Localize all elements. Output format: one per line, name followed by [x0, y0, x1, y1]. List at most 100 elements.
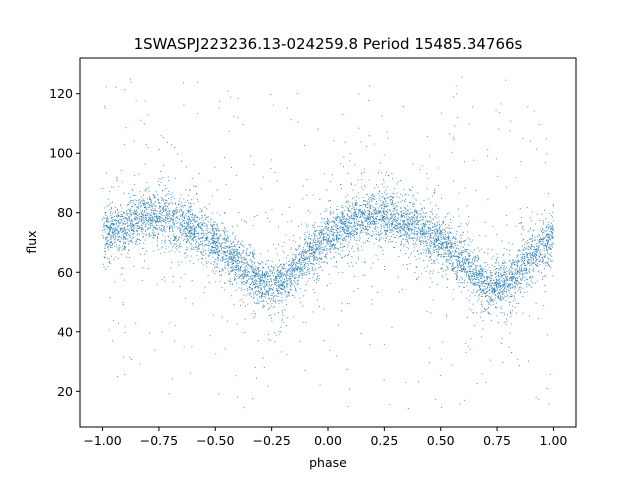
data-point [275, 302, 277, 304]
data-point [209, 253, 211, 255]
data-point [437, 255, 439, 257]
data-point [537, 270, 539, 272]
data-point [132, 241, 134, 243]
data-point [124, 247, 126, 249]
data-point [117, 257, 119, 259]
data-point [266, 217, 269, 219]
data-point [501, 291, 503, 293]
data-point [109, 212, 111, 215]
data-point [437, 244, 439, 247]
data-point [474, 249, 476, 251]
data-point [278, 331, 280, 333]
data-point [185, 235, 187, 237]
data-point [470, 277, 472, 279]
data-point [298, 340, 301, 342]
data-point [159, 227, 161, 229]
data-point [509, 332, 511, 334]
data-point [453, 237, 455, 239]
data-point [392, 203, 394, 205]
data-point [174, 177, 176, 179]
data-point [341, 206, 343, 208]
data-point [547, 257, 549, 259]
data-point [485, 294, 487, 296]
data-point [225, 272, 227, 274]
data-point [285, 257, 287, 259]
data-point [293, 274, 295, 276]
data-point [143, 204, 145, 206]
data-point [150, 209, 152, 211]
data-point [243, 407, 245, 409]
data-point [153, 197, 155, 199]
data-point [535, 148, 537, 150]
data-point [165, 207, 167, 209]
data-point [245, 249, 247, 251]
data-point [151, 202, 153, 204]
data-point [544, 255, 546, 257]
data-point [506, 295, 508, 297]
data-point [172, 281, 174, 283]
data-point [192, 262, 194, 264]
data-point [373, 207, 375, 209]
data-point [313, 264, 315, 266]
data-point [297, 254, 299, 256]
data-point [408, 233, 410, 235]
data-point [406, 233, 409, 235]
data-point [401, 228, 403, 230]
data-point [312, 252, 314, 254]
data-point [350, 236, 352, 238]
data-point [105, 231, 107, 233]
data-point [207, 239, 209, 241]
data-point [304, 257, 306, 260]
data-point [333, 216, 335, 218]
data-point [163, 228, 165, 230]
data-point [104, 211, 106, 213]
data-point [347, 262, 349, 264]
data-point [333, 247, 335, 249]
data-point [217, 248, 219, 250]
data-point [342, 114, 344, 116]
data-point [134, 199, 136, 201]
data-point [475, 255, 477, 257]
data-point [228, 272, 230, 274]
data-point [167, 176, 169, 178]
data-point [341, 217, 343, 219]
data-point [415, 265, 417, 267]
data-point [276, 266, 279, 269]
data-point [547, 334, 549, 336]
data-point [460, 270, 462, 272]
data-point [408, 230, 410, 232]
data-point [263, 266, 265, 268]
data-point [201, 252, 203, 254]
data-point [330, 180, 332, 182]
data-point [113, 222, 115, 224]
data-point [185, 252, 187, 255]
data-point [179, 228, 181, 230]
data-point [380, 199, 382, 201]
data-point [297, 259, 299, 261]
data-point [465, 239, 467, 241]
data-point [106, 240, 108, 242]
data-point [290, 220, 292, 222]
data-point [143, 222, 146, 224]
data-point [140, 219, 142, 221]
data-point [324, 246, 326, 248]
data-point [483, 277, 485, 279]
data-point [227, 267, 229, 269]
data-point [135, 223, 137, 225]
data-point [331, 174, 333, 176]
data-point [168, 223, 170, 225]
data-point [443, 255, 446, 257]
data-point [351, 229, 353, 231]
data-point [399, 229, 401, 231]
data-point [167, 217, 169, 219]
data-point [408, 201, 410, 204]
data-point [107, 218, 109, 220]
data-point [110, 230, 112, 232]
data-point [163, 209, 165, 211]
data-point [504, 261, 506, 263]
data-point [479, 250, 481, 252]
data-point [522, 273, 524, 275]
data-point [442, 243, 444, 245]
data-point [542, 220, 544, 222]
data-point [146, 229, 149, 231]
